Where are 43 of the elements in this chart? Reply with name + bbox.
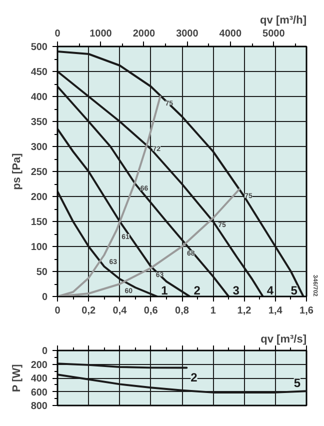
x2-tick-label: 4000 (219, 28, 242, 40)
y-tick-label: 100 (30, 242, 48, 253)
y-axis-title: P [W] (10, 364, 23, 392)
x2-tick-label: 2000 (132, 28, 156, 40)
x-tick-label: 1,4 (268, 306, 283, 316)
x-tick-label: 0,6 (144, 306, 158, 316)
series-label: 5 (290, 284, 298, 298)
y-tick-label: 500 (30, 42, 48, 53)
series-label: 3 (232, 284, 240, 298)
line-series (58, 50, 304, 296)
x-tick-label: 0 (54, 306, 61, 316)
series-label: 2 (190, 370, 198, 385)
x-tick-label: 1,6 (300, 306, 314, 316)
y-tick-label: 0 (42, 292, 48, 303)
x-tick-label: 0,2 (82, 306, 96, 316)
series-label: 2 (194, 284, 201, 298)
x-axis-title: qv [m³/s] (260, 334, 307, 346)
x2-tick-label: 0 (54, 28, 61, 40)
y-tick-label: 50 (36, 267, 48, 278)
y-tick-label: 400 (30, 374, 48, 384)
y-tick-label: 200 (30, 360, 48, 371)
x2-tick-label: 1000 (90, 28, 112, 40)
x-tick-label: 0,4 (112, 306, 128, 316)
y-tick-label: 300 (30, 142, 48, 153)
y-tick-label: 400 (30, 92, 48, 103)
series-label: 1 (161, 284, 168, 298)
y-tick-label: 350 (30, 117, 48, 128)
y-tick-label: 250 (30, 167, 48, 178)
x2-axis-title: qv [m³/h] (260, 14, 307, 26)
x2-tick-label: 3000 (176, 28, 199, 40)
y-tick-label: 200 (30, 192, 48, 203)
y-tick-label: 150 (30, 217, 48, 228)
y-tick-label: 800 (30, 401, 48, 412)
y-tick-label: 450 (30, 67, 48, 78)
x-tick-label: 1 (210, 306, 216, 316)
series-label: 5 (294, 376, 301, 390)
y-tick-label: 0 (42, 346, 48, 357)
x-tick-label: 1,2 (237, 306, 252, 316)
x-tick-label: 0,8 (175, 306, 190, 316)
series-label: 4 (266, 284, 274, 298)
y-axis-title: ps [Pa] (10, 152, 23, 190)
y-tick-label: 600 (30, 387, 48, 398)
x2-tick-label: 5000 (262, 28, 286, 40)
